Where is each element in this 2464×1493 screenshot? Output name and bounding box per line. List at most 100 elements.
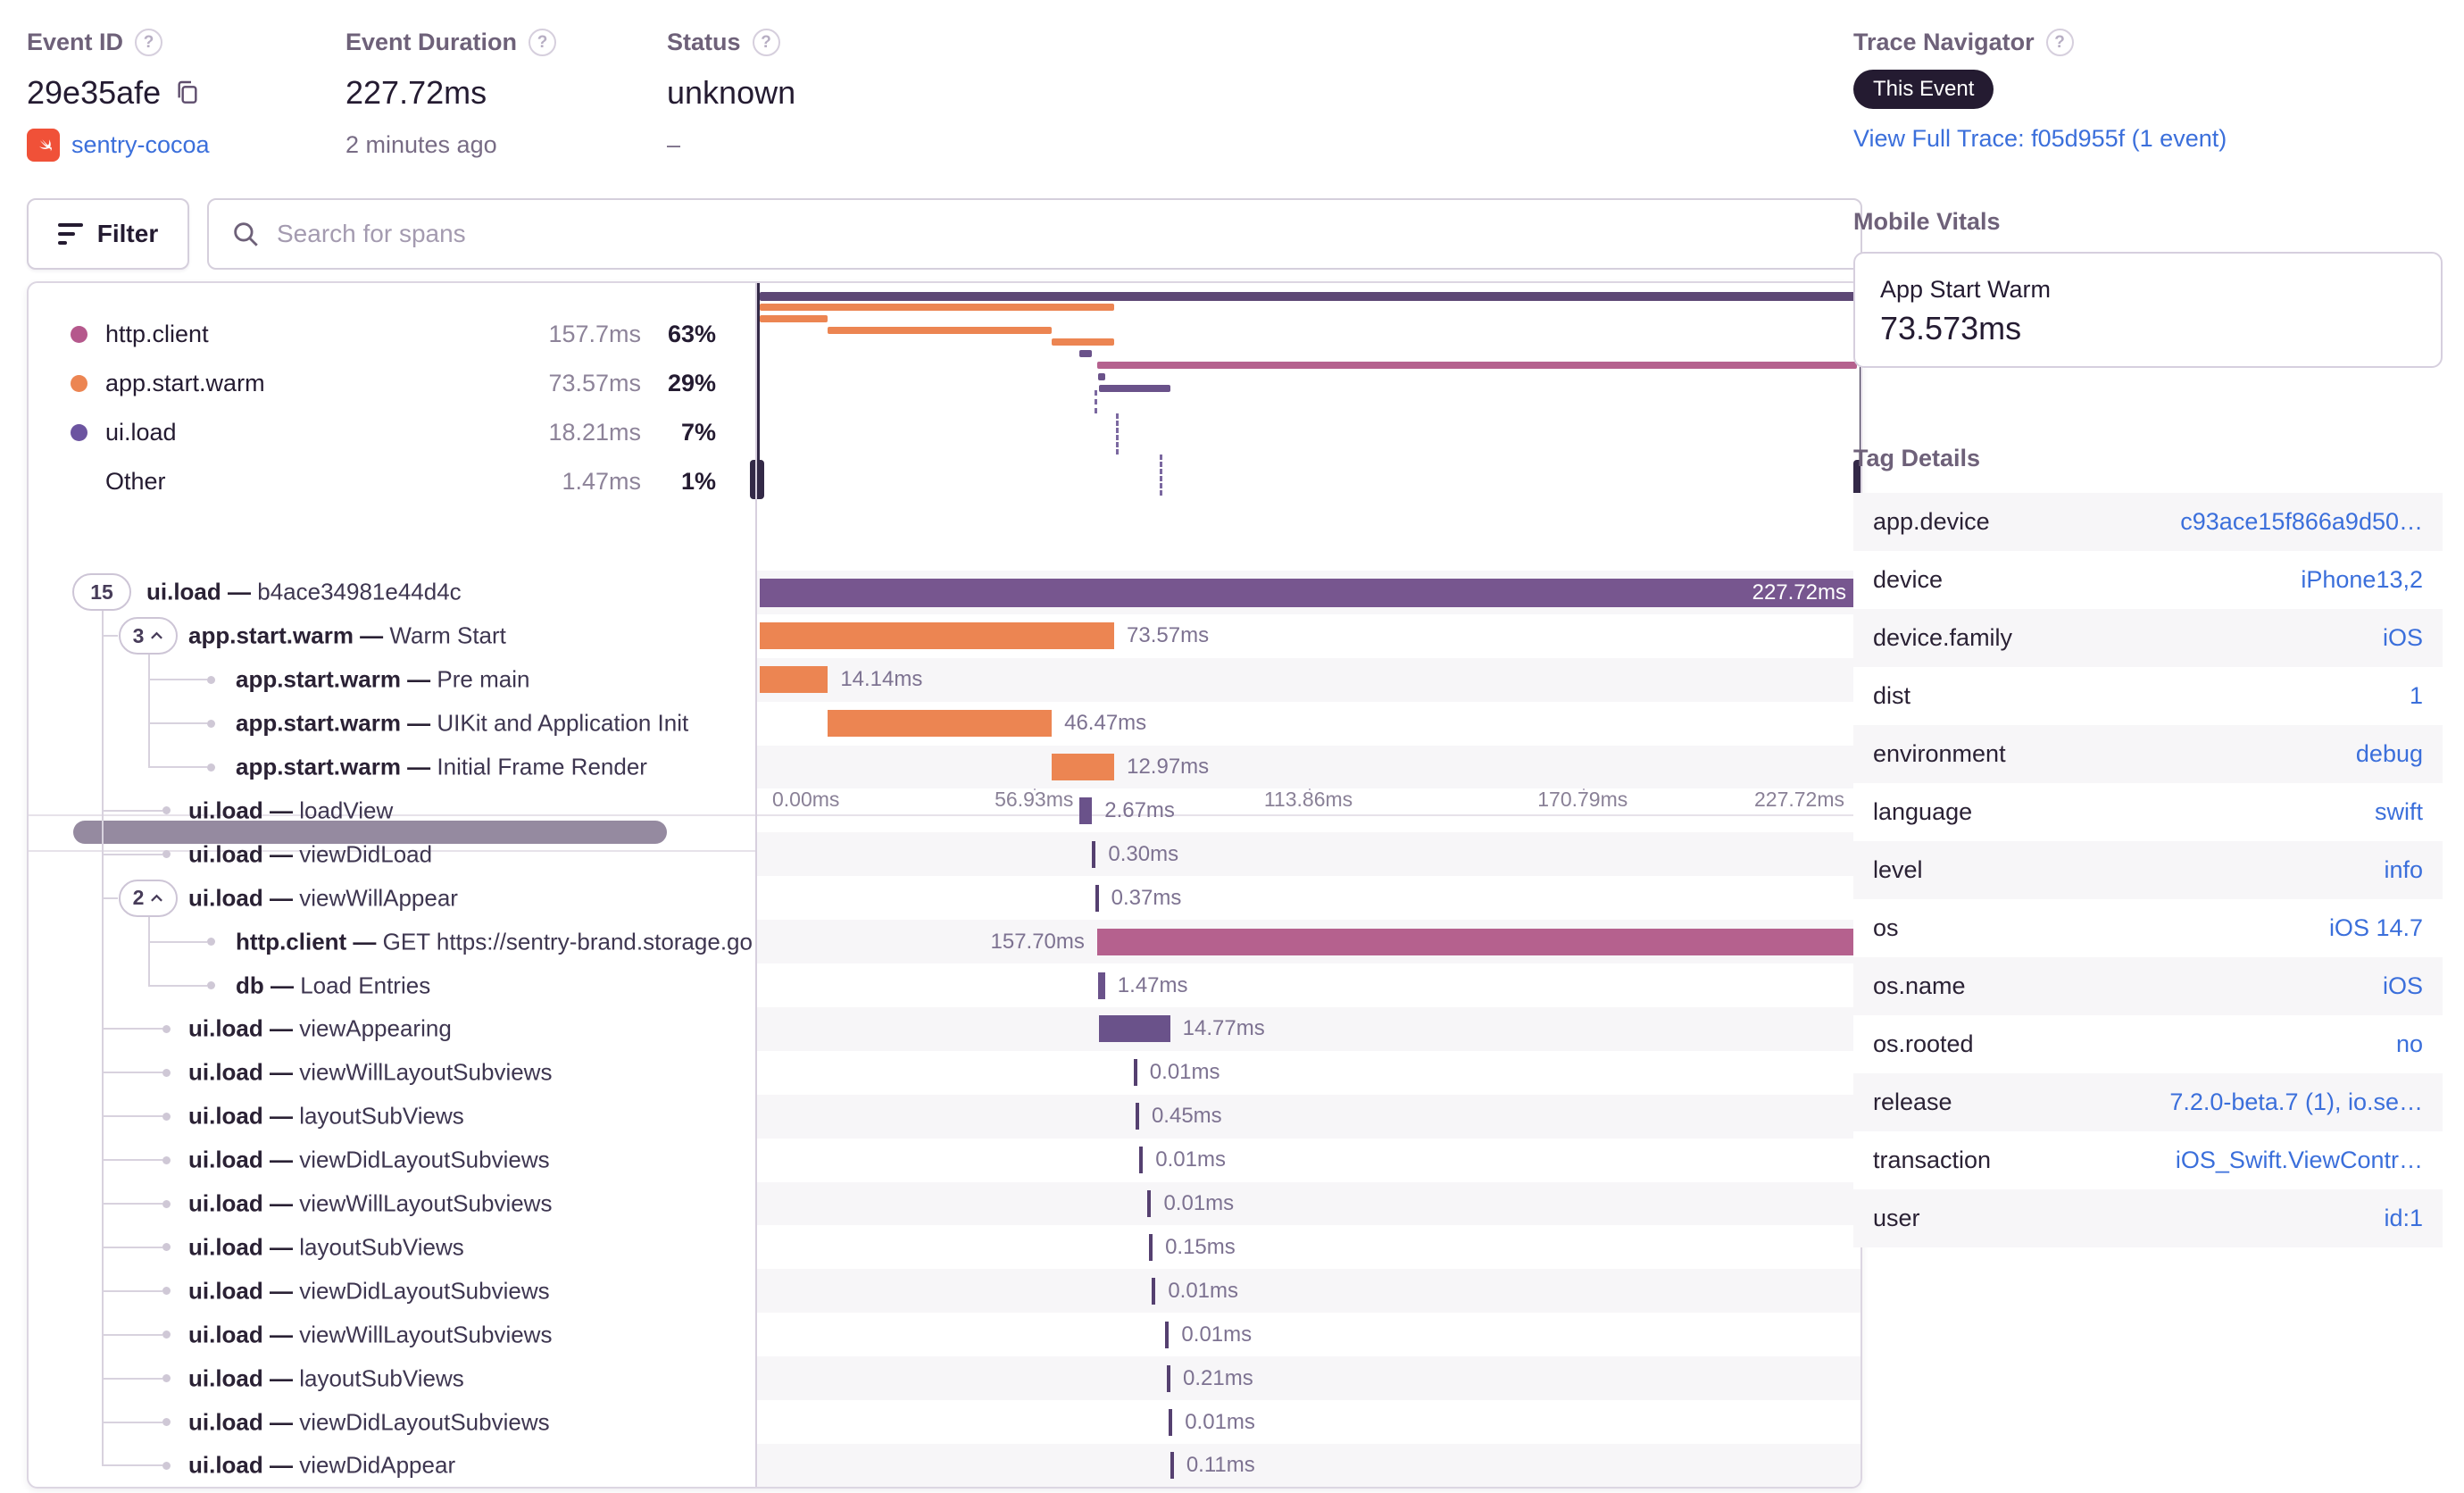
minimap-span-bar[interactable]	[760, 315, 828, 322]
legend-item-ui.load[interactable]: ui.load 18.21ms 7%	[29, 413, 755, 452]
help-icon[interactable]: ?	[529, 28, 557, 56]
span-tree-row[interactable]: app.start.warm — Initial Frame Render	[29, 746, 753, 789]
span-tree-row[interactable]: ui.load — loadView	[29, 789, 753, 833]
project-link[interactable]: sentry-cocoa	[27, 128, 210, 162]
tag-value-link[interactable]: 1	[2409, 682, 2423, 709]
span-tree-row[interactable]: ui.load — viewDidLayoutSubviews	[29, 1269, 753, 1313]
span-tree-row[interactable]: ui.load — viewAppearing	[29, 1007, 753, 1051]
waterfall-span-bar[interactable]	[1165, 1321, 1170, 1348]
waterfall-span-bar[interactable]	[828, 710, 1053, 738]
span-tree-row[interactable]: ui.load — viewDidAppear	[29, 1444, 753, 1487]
minimap-span-bar[interactable]	[828, 327, 1053, 334]
waterfall-span-bar[interactable]	[760, 666, 828, 694]
tree-branch-dot	[162, 1243, 171, 1252]
span-tree-row[interactable]: ui.load — layoutSubViews	[29, 1226, 753, 1270]
span-count-pill[interactable]: 2	[119, 879, 178, 917]
minimap-span-bar[interactable]	[1097, 373, 1105, 380]
axis-tick-label: 113.86ms	[1263, 788, 1353, 811]
app-start-warm-card[interactable]: App Start Warm 73.573ms	[1853, 252, 2443, 368]
waterfall-span-bar[interactable]	[1170, 1452, 1174, 1480]
tag-value-link[interactable]: c93ace15f866a9d50…	[2180, 508, 2423, 535]
tag-value-link[interactable]: iOS	[2382, 624, 2423, 651]
span-count-pill[interactable]: 15	[72, 573, 131, 612]
help-icon[interactable]: ?	[2045, 28, 2074, 56]
tree-waterfall-divider[interactable]	[755, 283, 757, 1487]
minimap-span-bar[interactable]	[760, 304, 1115, 311]
tree-branch-line	[102, 1203, 162, 1205]
copy-icon[interactable]	[173, 79, 202, 107]
waterfall-span-bar[interactable]	[1078, 797, 1093, 824]
span-tree-row[interactable]: app.start.warm — Pre main	[29, 658, 753, 702]
minimap-span-bar[interactable]	[1052, 338, 1115, 346]
span-tree-row[interactable]: db — Load Entries	[29, 963, 753, 1007]
waterfall-span-bar[interactable]	[1147, 1190, 1152, 1218]
tag-value-link[interactable]: id:1	[2384, 1205, 2423, 1231]
span-duration-label: 0.01ms	[1155, 1147, 1226, 1172]
tag-value-link[interactable]: debug	[2355, 740, 2423, 767]
minimap-span-bar[interactable]	[1096, 362, 1857, 369]
waterfall-span-bar[interactable]	[760, 622, 1115, 650]
event-duration-age: 2 minutes ago	[345, 130, 497, 158]
view-full-trace-link[interactable]: View Full Trace: f05d955f (1 event)	[1853, 125, 2227, 152]
minimap-span-bar[interactable]	[760, 292, 1857, 301]
waterfall-span-bar[interactable]	[1095, 884, 1099, 912]
waterfall-span-bar[interactable]	[1139, 1147, 1144, 1174]
span-tree-row[interactable]: ui.load — viewWillLayoutSubviews	[29, 1182, 753, 1226]
span-tree-row[interactable]: 15 ui.load — b4ace34981e44d4c	[29, 571, 753, 614]
waterfall-span-bar[interactable]	[1149, 1233, 1153, 1261]
waterfall-span-bar[interactable]	[1098, 1015, 1170, 1043]
tag-value-link[interactable]: iPhone13,2	[2301, 566, 2423, 593]
waterfall-span-bar[interactable]	[1133, 1059, 1137, 1087]
help-icon[interactable]: ?	[752, 28, 780, 56]
span-tree-row[interactable]: ui.load — viewDidLayoutSubviews	[29, 1400, 753, 1444]
axis-tick-label: 0.00ms	[772, 788, 840, 811]
tag-value-link[interactable]: no	[2395, 1030, 2423, 1057]
span-tree-row[interactable]: app.start.warm — UIKit and Application I…	[29, 702, 753, 746]
waterfall-span-bar[interactable]	[1052, 754, 1115, 781]
span-tree-row[interactable]: ui.load — layoutSubViews	[29, 1095, 753, 1139]
span-tree-row[interactable]: http.client — GET https://sentry-brand.s…	[29, 920, 753, 963]
waterfall-span-bar[interactable]	[1092, 840, 1096, 868]
filter-button[interactable]: Filter	[27, 198, 189, 270]
legend-item-Other[interactable]: Other 1.47ms 1%	[29, 462, 755, 501]
tag-details-title: Tag Details	[1853, 444, 1981, 471]
tag-row-level: level info	[1853, 841, 2443, 899]
span-tree-row[interactable]: ui.load — viewWillLayoutSubviews	[29, 1313, 753, 1356]
minimap-span-bar[interactable]	[1078, 350, 1093, 357]
waterfall-span-bar[interactable]	[1096, 928, 1857, 955]
waterfall-span-bar[interactable]: 227.72ms	[760, 579, 1857, 608]
tag-value-link[interactable]: info	[2384, 856, 2423, 883]
waterfall-span-bar[interactable]	[1097, 972, 1105, 999]
span-tree-row[interactable]: ui.load — viewWillLayoutSubviews	[29, 1051, 753, 1095]
span-tree-row[interactable]: 2 ui.load — viewWillAppear	[29, 876, 753, 920]
help-icon[interactable]: ?	[135, 28, 163, 56]
minimap-span-bar[interactable]	[1098, 385, 1170, 392]
tree-branch-line	[102, 1333, 162, 1336]
search-input[interactable]	[277, 220, 1839, 248]
span-count-pill[interactable]: 3	[119, 617, 178, 655]
span-tree-row[interactable]: ui.load — layoutSubViews	[29, 1356, 753, 1400]
tag-value-link[interactable]: iOS 14.7	[2328, 914, 2423, 941]
span-title: db — Load Entries	[236, 972, 431, 999]
waterfall-span-bar[interactable]	[1167, 1364, 1171, 1392]
legend-item-app.start.warm[interactable]: app.start.warm 73.57ms 29%	[29, 363, 755, 403]
span-tree-row[interactable]: 3 app.start.warm — Warm Start	[29, 614, 753, 658]
tag-value-link[interactable]: iOS_Swift.ViewContr…	[2175, 1147, 2423, 1173]
waterfall-span-bar[interactable]	[1169, 1408, 1173, 1436]
minimap-right-handle[interactable]	[1860, 283, 1862, 499]
waterfall-span-bar[interactable]	[1152, 1277, 1156, 1305]
horizontal-scrollbar-thumb[interactable]	[73, 821, 667, 844]
waterfall-span-bar[interactable]	[1135, 1103, 1139, 1130]
tag-value-link[interactable]: swift	[2375, 798, 2423, 825]
minimap-left-handle[interactable]	[757, 283, 760, 499]
minimap-left-grip[interactable]	[750, 460, 764, 499]
legend-item-http.client[interactable]: http.client 157.7ms 63%	[29, 314, 755, 354]
tag-value-link[interactable]: iOS	[2382, 972, 2423, 999]
tag-value-link[interactable]: 7.2.0-beta.7 (1), io.se…	[2169, 1088, 2423, 1115]
tree-branch-line	[102, 1377, 162, 1380]
minimap-right-grip[interactable]	[1853, 460, 1860, 499]
span-tree-row[interactable]: ui.load — viewDidLayoutSubviews	[29, 1139, 753, 1182]
span-tree-row[interactable]: ui.load — viewDidLoad	[29, 832, 753, 876]
span-title: ui.load — viewDidLoad	[188, 840, 433, 868]
